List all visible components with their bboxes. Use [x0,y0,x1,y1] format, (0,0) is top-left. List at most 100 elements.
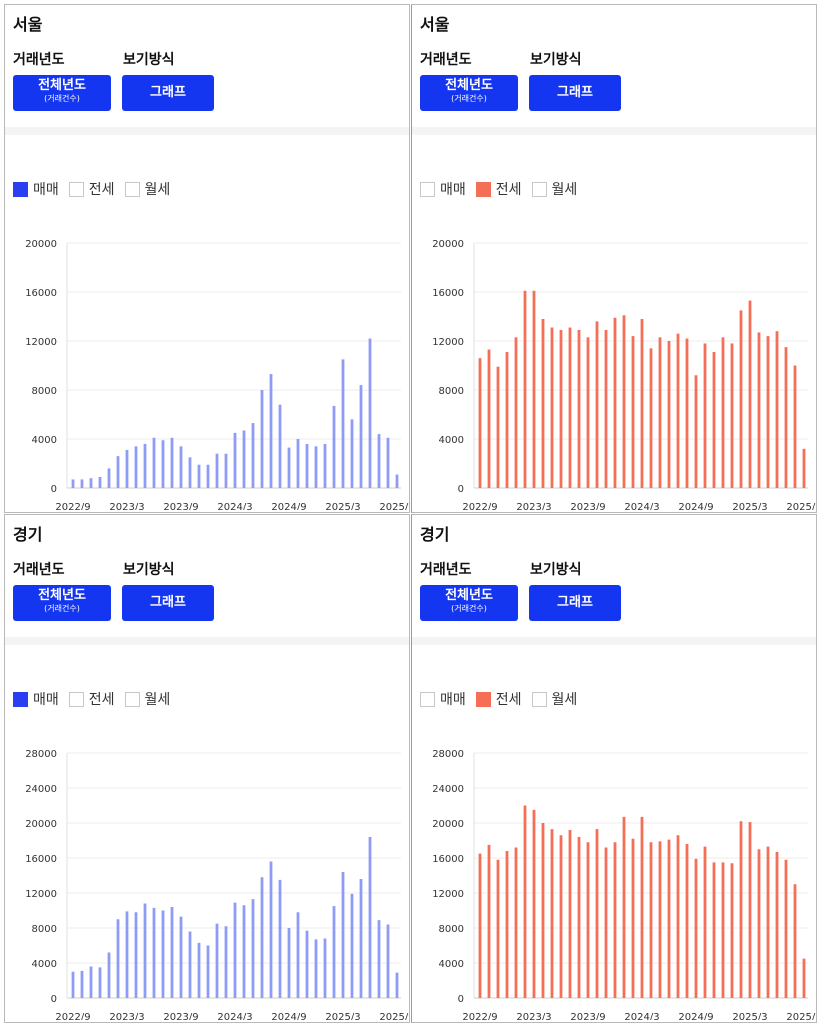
x-tick-label: 2022/9 [462,1012,497,1020]
bar [98,967,102,998]
legend-item-monthly[interactable]: 월세 [124,179,170,199]
checkbox-jeonse[interactable] [475,181,491,197]
bar [152,437,156,488]
legend-item-jeonse[interactable]: 전세 [475,689,522,709]
y-tick-label: 4000 [32,959,57,970]
bar [161,910,165,998]
bar [478,358,482,488]
section-divider [5,637,409,645]
x-tick-label: 2022/9 [55,1012,90,1020]
legend-item-sale[interactable]: 매매 [13,689,59,709]
checkbox-sale[interactable] [420,181,435,197]
bar [613,842,617,998]
graph-view-button[interactable]: 그래프 [529,75,621,111]
bar [559,835,563,998]
bar [748,822,752,998]
checkbox-sale[interactable] [13,181,28,197]
bar [395,972,399,998]
bar [134,446,138,488]
all-years-button-sublabel: (거래건수) [44,604,80,613]
bar [179,916,183,998]
region-title: 서울 [13,15,43,34]
x-tick-label: 2024/3 [624,502,659,510]
legend-item-sale[interactable]: 매매 [420,689,466,709]
bar [505,851,509,998]
bar [224,453,228,488]
bar [314,939,318,998]
y-tick-label: 24000 [432,784,464,795]
x-tick-label: 2024/9 [678,1012,713,1020]
y-tick-label: 28000 [25,749,57,760]
bar [179,446,183,488]
y-tick-label: 0 [458,484,464,495]
x-tick-label: 2025/3 [732,502,767,510]
bar [116,919,120,998]
all-years-button-label: 전체년도 [38,588,86,603]
x-tick-label: 2023/3 [109,1012,144,1020]
graph-view-button[interactable]: 그래프 [122,75,214,111]
checkbox-jeonse[interactable] [68,691,84,707]
region-title: 경기 [13,525,43,544]
bar [586,337,590,488]
bar [377,434,381,488]
bar [89,966,93,998]
legend-item-monthly[interactable]: 월세 [531,179,577,199]
bar [287,447,291,488]
checkbox-jeonse[interactable] [475,691,491,707]
year-label: 거래년도 [13,562,65,578]
region-title: 경기 [420,525,450,544]
bar [332,405,336,488]
bar [775,331,779,488]
legend-item-jeonse[interactable]: 전세 [68,689,115,709]
bar-chart: 0 4000 8000 12000 16000 20000 24000 28000 2022/9… [25,749,409,1020]
bar [386,437,390,488]
graph-view-button[interactable]: 그래프 [122,585,214,621]
bar [595,321,599,488]
all-years-button[interactable]: 전체년도 (거래건수) [420,585,518,621]
bar [802,958,806,998]
checkbox-sale[interactable] [420,691,435,707]
legend-item-jeonse[interactable]: 전세 [475,179,522,199]
legend-label-sale: 매매 [440,692,466,708]
bar [260,390,264,488]
bar [649,842,653,998]
all-years-button[interactable]: 전체년도 (거래건수) [13,75,111,111]
legend-item-jeonse[interactable]: 전세 [68,179,115,199]
bar [71,971,75,998]
legend-label-sale: 매매 [33,692,59,708]
y-tick-label: 12000 [25,337,57,348]
bar [703,846,707,998]
x-tick-label: 2023/9 [163,1012,198,1020]
y-tick-label: 12000 [432,889,464,900]
all-years-button[interactable]: 전체년도 (거래건수) [13,585,111,621]
bar [496,366,500,488]
checkbox-monthly[interactable] [124,691,140,707]
legend-item-sale[interactable]: 매매 [13,179,59,199]
checkbox-jeonse[interactable] [68,181,84,197]
checkbox-monthly[interactable] [531,181,547,197]
x-tick-label: 2025/9 [379,1012,409,1020]
y-tick-label: 8000 [32,386,57,397]
x-tick-label: 2025/9 [786,502,816,510]
bar [550,829,554,998]
legend-item-monthly[interactable]: 월세 [531,689,577,709]
checkbox-monthly[interactable] [531,691,547,707]
legend-label-sale: 매매 [440,182,466,198]
bar [143,903,147,998]
view-label: 보기방식 [123,52,175,68]
graph-view-button[interactable]: 그래프 [529,585,621,621]
checkbox-sale[interactable] [13,691,28,707]
y-tick-label: 16000 [25,854,57,865]
bar [577,329,581,488]
all-years-button-label: 전체년도 [445,588,493,603]
bar [233,902,237,998]
year-label: 거래년도 [420,52,472,68]
checkbox-monthly[interactable] [124,181,140,197]
all-years-button[interactable]: 전체년도 (거래건수) [420,75,518,111]
bar [631,336,635,488]
bar [487,844,491,998]
bar [386,924,390,998]
bar [712,352,716,488]
legend-item-sale[interactable]: 매매 [420,179,466,199]
legend-item-monthly[interactable]: 월세 [124,689,170,709]
